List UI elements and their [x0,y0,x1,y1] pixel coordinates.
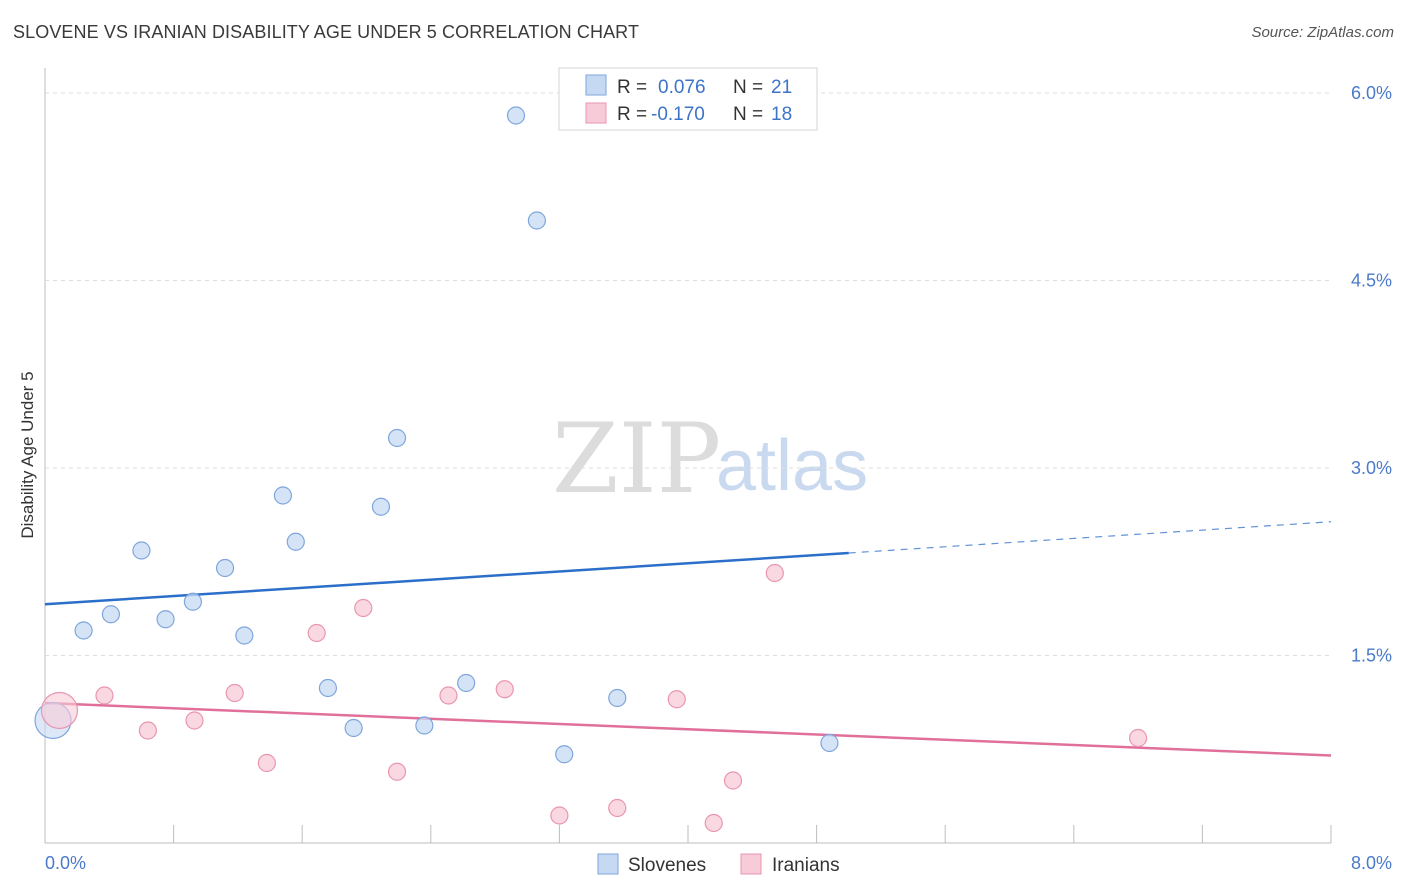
iranian-point-2 [138,721,157,740]
iranian-point-16 [765,563,784,583]
chart-title: SLOVENE VS IRANIAN DISABILITY AGE UNDER … [13,22,640,42]
gridlines [45,92,1331,656]
slovene-legend-swatch [585,74,607,96]
slovene-point-8 [273,486,293,505]
slovene-point-16 [506,106,526,125]
y-axis-tick-labels: 1.5% 3.0% 4.5% 6.0% [1351,83,1392,666]
slovene-point-10 [318,678,338,698]
stats-legend: R = 0.076 N = 21 R = -0.170 N = 18 [558,67,818,131]
iranian-point-15 [723,771,743,790]
series-legend: Slovenes Iranians [597,853,840,876]
x-tick-label-max: 8.0% [1351,853,1392,873]
iranian-point-0 [40,691,79,730]
slovene-r-value: 0.076 [658,77,706,98]
slovene-n-label: N = [733,77,763,98]
slovene-point-3 [132,541,151,560]
slovene-point-1 [74,621,93,640]
iranian-point-8 [387,762,407,781]
iranian-point-13 [667,690,686,709]
iranian-n-label: N = [733,104,763,125]
watermark-atlas: atlas [716,426,868,506]
slovene-trend-line [44,551,849,606]
legend-iranians-swatch [740,853,762,875]
iranian-point-7 [354,598,373,618]
iranian-point-4 [225,683,244,703]
slovene-point-7 [235,626,254,645]
iranian-point-6 [307,623,326,643]
slovene-point-18 [555,745,574,764]
trend-lines [44,521,1332,757]
legend-iranians-label: Iranians [772,855,840,876]
x-axis-ticks [173,825,1332,843]
iranian-legend-swatch [585,102,607,124]
source-credit: Source: ZipAtlas.com [1251,24,1394,41]
slovene-point-5 [183,592,202,611]
slovene-r-label: R = [617,77,647,98]
iranian-point-3 [185,711,204,730]
slovene-point-15 [457,673,476,693]
y-tick-label-0: 1.5% [1351,646,1392,666]
iranian-point-5 [257,753,276,773]
slovene-n-value: 21 [771,77,792,98]
y-tick-label-3: 6.0% [1351,83,1392,103]
iranian-trend-line [44,701,1332,757]
slovene-point-4 [156,610,175,629]
iranian-point-1 [95,686,114,705]
iranian-point-14 [704,813,723,833]
iranian-point-10 [495,680,514,699]
iranian-point-12 [608,798,627,818]
slovene-point-12 [371,497,391,516]
slovene-point-11 [344,718,363,738]
iranian-point-9 [439,686,458,705]
y-tick-label-2: 4.5% [1351,271,1392,291]
slovene-point-17 [527,211,546,230]
slovene-point-20 [820,733,839,753]
slovene-point-2 [101,605,121,624]
x-tick-label-min: 0.0% [45,853,86,873]
iranian-r-label: R = [617,104,647,125]
slovene-trend-extension [848,521,1332,554]
iranian-r-value: -0.170 [651,104,705,125]
slovene-point-9 [286,532,305,551]
legend-slovenes-label: Slovenes [628,855,706,876]
data-points [34,106,1148,833]
iranian-point-11 [550,806,569,825]
y-tick-label-1: 3.0% [1351,458,1392,478]
y-axis-title: Disability Age Under 5 [18,371,37,538]
slovene-point-13 [387,428,407,448]
legend-slovenes-swatch [597,853,619,875]
iranian-n-value: 18 [771,104,792,125]
slovene-point-19 [608,688,627,708]
slovene-point-14 [415,716,434,735]
watermark-zip: ZIP [552,403,721,515]
slovene-point-6 [215,558,235,578]
iranian-point-17 [1128,728,1148,748]
